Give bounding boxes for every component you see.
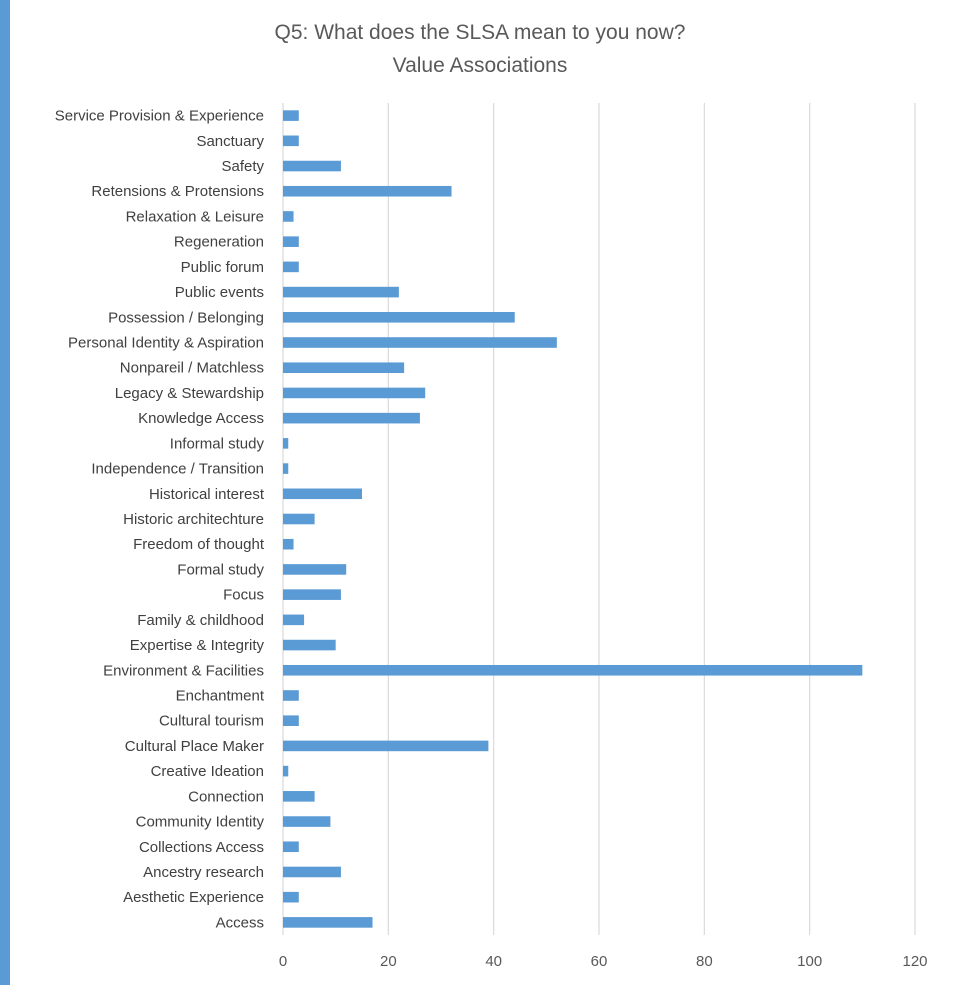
category-label: Knowledge Access	[138, 410, 264, 427]
category-label: Connection	[188, 788, 264, 805]
category-label: Expertise & Integrity	[130, 637, 265, 654]
window-edge	[0, 0, 10, 985]
bar	[283, 387, 426, 399]
bar	[283, 664, 863, 676]
bar	[283, 791, 315, 802]
x-tick-label: 100	[797, 953, 822, 970]
category-label: Aesthetic Experience	[123, 889, 264, 906]
bar	[283, 614, 305, 626]
category-labels: Service Provision & Experience Sanctuary S…	[55, 108, 265, 932]
category-label: Focus	[223, 587, 264, 604]
bar	[283, 337, 557, 348]
x-tick-label: 20	[380, 953, 397, 970]
category-label: Historical interest	[149, 486, 265, 503]
chart-title-block: Q5: What does the SLSA mean to you now? …	[0, 16, 956, 82]
category-label: Independence / Transition	[91, 461, 264, 478]
category-label: Creative Ideation	[151, 763, 264, 780]
bar	[283, 589, 341, 600]
bar	[283, 261, 299, 273]
category-label: Family & childhood	[137, 612, 264, 629]
category-label: Ancestry research	[143, 864, 264, 881]
bar	[283, 135, 299, 147]
bar	[283, 438, 289, 449]
category-label: Safety	[221, 158, 264, 175]
x-tick-labels: 0 20 40 60 80 100 120	[279, 953, 928, 970]
bar	[283, 866, 341, 878]
category-label: Freedom of thought	[133, 536, 265, 553]
bar	[283, 286, 399, 298]
bar	[283, 715, 299, 726]
x-tick-label: 60	[591, 953, 608, 970]
bar	[283, 110, 299, 121]
bar	[283, 160, 341, 172]
category-label: Formal study	[177, 561, 264, 578]
category-label: Legacy & Stewardship	[115, 385, 264, 402]
bars	[283, 110, 863, 928]
bar	[283, 362, 405, 374]
bar	[283, 488, 362, 500]
category-label: Possession / Belonging	[108, 309, 264, 326]
bar	[283, 564, 347, 575]
x-tick-label: 80	[696, 953, 713, 970]
category-label: Relaxation & Leisure	[126, 208, 264, 225]
category-label: Environment & Facilities	[103, 662, 264, 679]
category-label: Enchantment	[176, 687, 265, 704]
category-label: Community Identity	[136, 814, 265, 831]
chart-title: Q5: What does the SLSA mean to you now?	[274, 21, 686, 44]
bar	[283, 538, 294, 550]
category-label: Retensions & Protensions	[91, 183, 264, 200]
bar	[283, 891, 299, 903]
gridlines	[282, 103, 916, 935]
bar	[283, 513, 315, 525]
category-label: Historic architechture	[123, 511, 264, 528]
bar	[283, 211, 294, 222]
category-label: Cultural tourism	[159, 713, 264, 730]
bar	[283, 463, 289, 474]
x-tick-label: 120	[902, 953, 927, 970]
category-label: Service Provision & Experience	[55, 108, 264, 125]
category-label: Informal study	[170, 435, 265, 452]
category-label: Public forum	[181, 259, 264, 276]
bar	[283, 185, 452, 197]
x-tick-label: 0	[279, 953, 287, 970]
bar	[283, 412, 420, 424]
category-label: Sanctuary	[196, 133, 264, 150]
bar	[283, 690, 299, 701]
category-label: Nonpareil / Matchless	[120, 360, 264, 377]
category-label: Personal Identity & Aspiration	[68, 335, 264, 352]
chart-subtitle: Value Associations	[392, 54, 568, 77]
bar	[283, 639, 336, 651]
bar	[283, 841, 299, 853]
bar	[283, 236, 299, 247]
category-label: Collections Access	[139, 839, 264, 856]
category-label: Access	[216, 914, 264, 931]
bar	[283, 816, 331, 827]
category-label: Public events	[175, 284, 264, 301]
bar	[283, 740, 489, 752]
category-label: Regeneration	[174, 234, 264, 251]
category-label: Cultural Place Maker	[125, 738, 264, 755]
bar	[283, 312, 515, 323]
bar	[283, 765, 289, 777]
x-tick-label: 40	[485, 953, 502, 970]
bar	[283, 917, 373, 928]
